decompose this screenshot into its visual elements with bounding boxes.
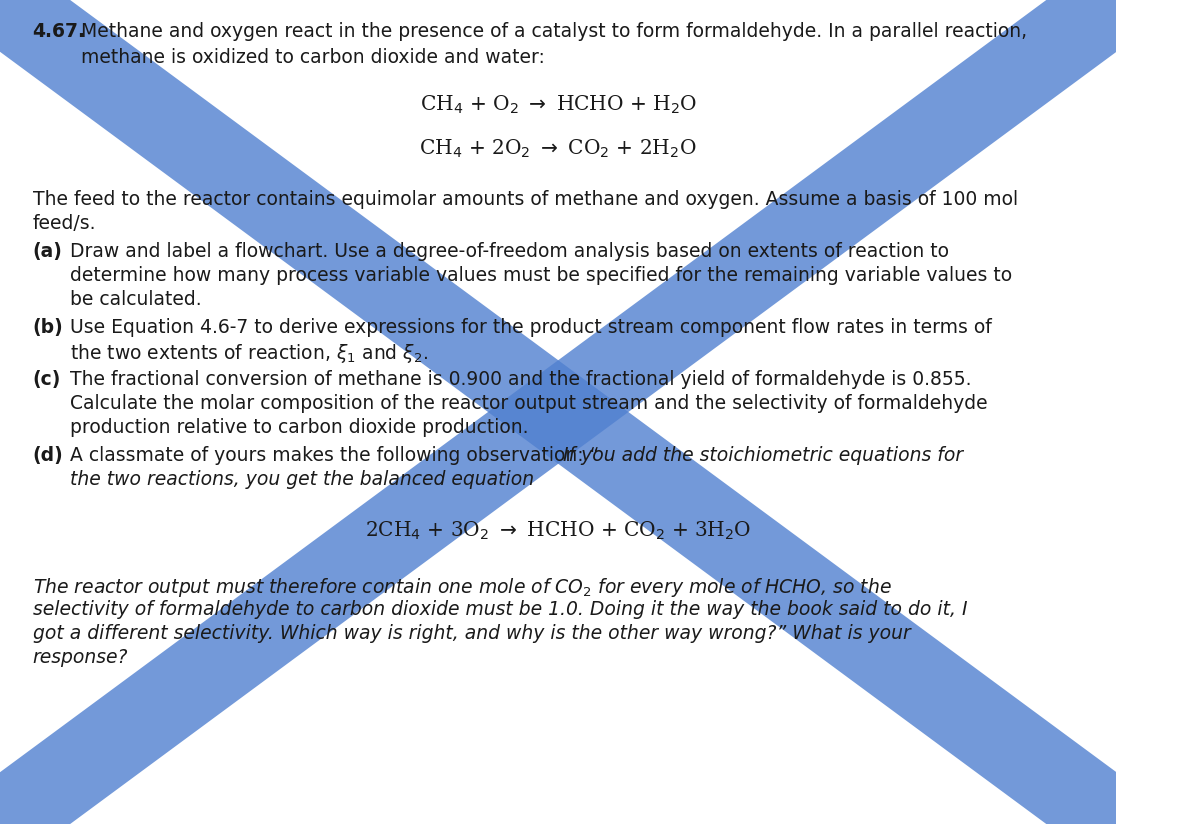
Text: A classmate of yours makes the following observation: “: A classmate of yours makes the following…: [70, 446, 599, 465]
Text: (b): (b): [32, 318, 64, 337]
Text: feed/s.: feed/s.: [32, 214, 96, 233]
Text: response?: response?: [32, 648, 128, 667]
Text: 4.67.: 4.67.: [32, 22, 85, 41]
Text: 2CH$_4$ + 3O$_2$ $\rightarrow$ HCHO + CO$_2$ + 3H$_2$O: 2CH$_4$ + 3O$_2$ $\rightarrow$ HCHO + CO…: [365, 520, 751, 542]
Text: the two reactions, you get the balanced equation: the two reactions, you get the balanced …: [70, 470, 534, 489]
Text: (a): (a): [32, 242, 62, 261]
Text: got a different selectivity. Which way is right, and why is the other way wrong?: got a different selectivity. Which way i…: [32, 624, 911, 643]
Text: Use Equation 4.6-7 to derive expressions for the product stream component flow r: Use Equation 4.6-7 to derive expressions…: [70, 318, 991, 337]
Text: the two extents of reaction, $\xi_1$ and $\xi_2$.: the two extents of reaction, $\xi_1$ and…: [70, 342, 428, 365]
Text: CH$_4$ + 2O$_2$ $\rightarrow$ CO$_2$ + 2H$_2$O: CH$_4$ + 2O$_2$ $\rightarrow$ CO$_2$ + 2…: [420, 138, 697, 161]
Text: production relative to carbon dioxide production.: production relative to carbon dioxide pr…: [70, 418, 528, 437]
Text: The reactor output must therefore contain one mole of CO$_2$ for every mole of H: The reactor output must therefore contai…: [32, 576, 892, 599]
Text: Calculate the molar composition of the reactor output stream and the selectivity: Calculate the molar composition of the r…: [70, 394, 988, 413]
Text: Methane and oxygen react in the presence of a catalyst to form formaldehyde. In : Methane and oxygen react in the presence…: [80, 22, 1027, 41]
Text: The fractional conversion of methane is 0.900 and the fractional yield of formal: The fractional conversion of methane is …: [70, 370, 971, 389]
Text: The feed to the reactor contains equimolar amounts of methane and oxygen. Assume: The feed to the reactor contains equimol…: [32, 190, 1018, 209]
Text: (d): (d): [32, 446, 64, 465]
Text: be calculated.: be calculated.: [70, 290, 202, 309]
Text: selectivity of formaldehyde to carbon dioxide must be 1.0. Doing it the way the : selectivity of formaldehyde to carbon di…: [32, 600, 967, 619]
Text: Draw and label a flowchart. Use a degree-of-freedom analysis based on extents of: Draw and label a flowchart. Use a degree…: [70, 242, 949, 261]
Text: determine how many process variable values must be specified for the remaining v: determine how many process variable valu…: [70, 266, 1012, 285]
Text: If you add the stoichiometric equations for: If you add the stoichiometric equations …: [563, 446, 964, 465]
Text: methane is oxidized to carbon dioxide and water:: methane is oxidized to carbon dioxide an…: [80, 48, 545, 67]
Text: CH$_4$ + O$_2$ $\rightarrow$ HCHO + H$_2$O: CH$_4$ + O$_2$ $\rightarrow$ HCHO + H$_2…: [420, 94, 697, 116]
Text: (c): (c): [32, 370, 61, 389]
